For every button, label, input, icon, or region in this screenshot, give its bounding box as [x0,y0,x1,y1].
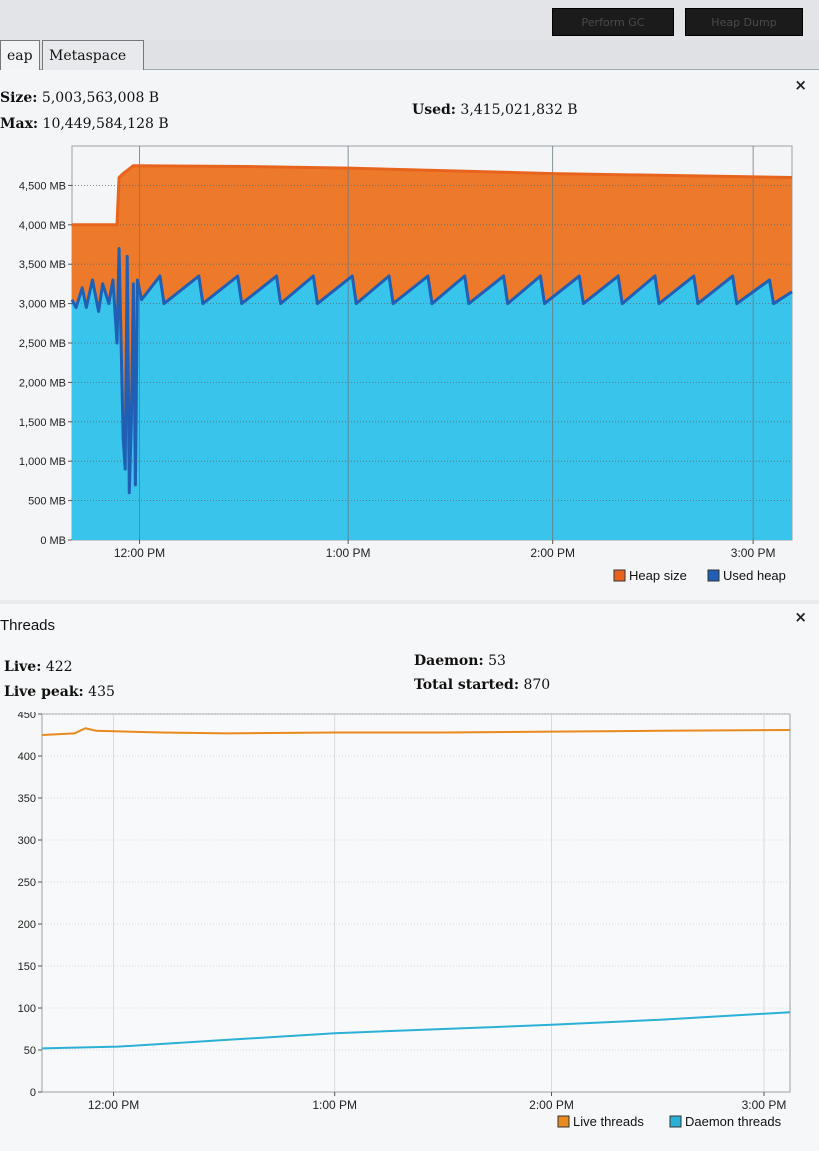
y-tick-label-0-mb: 0 MB [40,535,66,547]
x-tick-label-2-00-pm: 2:00 PM [529,1098,574,1112]
y-tick-label-2-500-mb: 2,500 MB [19,338,66,350]
x-tick-label-3-00-pm: 3:00 PM [731,546,776,560]
live-threads-stat: Live: 422 [4,659,73,675]
legend-label-used-heap: Used heap [723,568,786,583]
legend-swatch-used-heap [707,569,720,582]
plot-area [41,713,791,1093]
heap-chart: 0 MB 500 MB 1,000 MB 1,500 MB 2,000 MB 2,500 … [19,145,793,583]
y-tick-label-1-500-mb: 1,500 MB [19,417,66,429]
heap-size-stat: Size: 5,003,563,008 B [0,90,159,106]
x-tick-label-12-00-pm: 12:00 PM [114,546,165,560]
x-tick-label-2-00-pm: 2:00 PM [530,546,575,560]
y-tick-label-350: 350 [18,793,36,805]
heap-used-label: Used: [412,102,456,118]
heap-size-label: Size: [0,90,38,106]
y-tick-label-200: 200 [18,919,36,931]
y-tick-label-0: 0 [30,1087,36,1099]
y-tick-label-400: 400 [18,751,36,763]
x-tick-label-3-00-pm: 3:00 PM [742,1098,787,1112]
legend-swatch-daemon-threads [669,1115,682,1128]
legend-swatch-heap-size [613,569,626,582]
heap-max-value: 10,449,584,128 B [42,116,169,132]
used-heap-area [72,248,792,540]
y-tick-label-1-000-mb: 1,000 MB [19,456,66,468]
y-tick-label-450: 450 [18,712,36,721]
daemon-threads-label: Daemon: [414,653,484,669]
y-tick-label-50: 50 [24,1045,36,1057]
live-peak-label: Live peak: [4,684,84,700]
x-tick-label-12-00-pm: 12:00 PM [88,1098,139,1112]
daemon-threads-stat: Daemon: 53 [414,653,506,669]
live-threads-label: Live: [4,659,42,675]
close-heap-panel-button[interactable]: × [794,76,807,94]
y-tick-label-150: 150 [18,961,36,973]
series-line-live-threads [41,727,791,736]
heap-used-stat: Used: 3,415,021,832 B [412,102,578,118]
threads-panel: Threads × Live: 422 Live peak: 435 Daemo… [0,604,819,1151]
y-tick-label-300: 300 [18,835,36,847]
tab-metaspace[interactable]: Metaspace [42,40,144,70]
y-tick-label-100: 100 [18,1003,36,1015]
heap-max-stat: Max: 10,449,584,128 B [0,116,169,132]
perform-gc-button[interactable]: Perform GC [552,8,674,36]
heap-size-value: 5,003,563,008 B [41,90,160,106]
tab-heap[interactable]: eap [0,40,40,70]
series-line-used-heap [70,246,793,495]
legend-label-daemon-threads: Daemon threads [685,1114,782,1129]
legend-label-heap-size: Heap size [629,568,687,583]
x-tick-label-1-00-pm: 1:00 PM [326,546,371,560]
y-tick-label-250: 250 [18,877,36,889]
series-line-daemon-threads [41,1011,791,1050]
daemon-threads-value: 53 [488,653,506,669]
heap-used-value: 3,415,021,832 B [460,102,578,118]
live-peak-stat: Live peak: 435 [4,684,115,700]
tab-bar: eap Metaspace [0,40,819,70]
y-tick-label-4-500-mb: 4,500 MB [19,180,66,192]
heap-dump-button[interactable]: Heap Dump [685,8,803,36]
total-started-stat: Total started: 870 [414,677,550,693]
y-tick-label-4-000-mb: 4,000 MB [19,220,66,232]
live-threads-value: 422 [45,659,73,675]
series-line-heap-size [72,164,793,227]
y-tick-label-3-000-mb: 3,000 MB [19,299,66,311]
threads-panel-title: Threads [0,617,56,634]
y-tick-label-3-500-mb: 3,500 MB [19,259,66,271]
threads-chart: 0 50 100 150 200 250 300 350 400 450 12:00 PM 1:00 … [18,712,791,1129]
x-tick-label-1-00-pm: 1:00 PM [312,1098,357,1112]
toolbar: Perform GC Heap Dump [0,0,819,40]
legend-swatch-live-threads [557,1115,570,1128]
y-tick-label-2-000-mb: 2,000 MB [19,377,66,389]
total-started-label: Total started: [414,677,520,693]
live-peak-value: 435 [88,684,115,700]
total-started-value: 870 [523,677,551,693]
y-tick-label-500-mb: 500 MB [28,496,66,508]
legend-label-live-threads: Live threads [573,1114,644,1129]
heap-max-label: Max: [0,116,39,132]
heap-panel: × Size: 5,003,563,008 B Max: 10,449,584,… [0,70,819,600]
close-threads-panel-button[interactable]: × [794,608,807,626]
